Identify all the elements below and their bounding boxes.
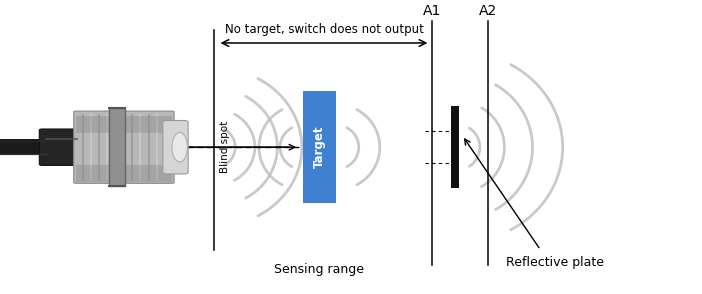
FancyBboxPatch shape: [163, 121, 188, 174]
Bar: [109, 108, 125, 186]
Bar: [76, 116, 172, 133]
Ellipse shape: [172, 133, 187, 162]
Bar: [0, 139, 53, 156]
Bar: [303, 91, 336, 203]
Text: No target, switch does not output: No target, switch does not output: [225, 23, 423, 36]
Text: Reflective plate: Reflective plate: [505, 256, 604, 269]
Text: Target: Target: [313, 126, 326, 168]
Text: A1: A1: [423, 4, 441, 18]
Bar: [76, 165, 172, 183]
Text: Blind spot: Blind spot: [220, 121, 230, 173]
Text: A2: A2: [479, 4, 497, 18]
FancyBboxPatch shape: [39, 129, 84, 166]
FancyBboxPatch shape: [74, 111, 174, 183]
Bar: [451, 106, 459, 188]
Text: Sensing range: Sensing range: [274, 263, 364, 276]
